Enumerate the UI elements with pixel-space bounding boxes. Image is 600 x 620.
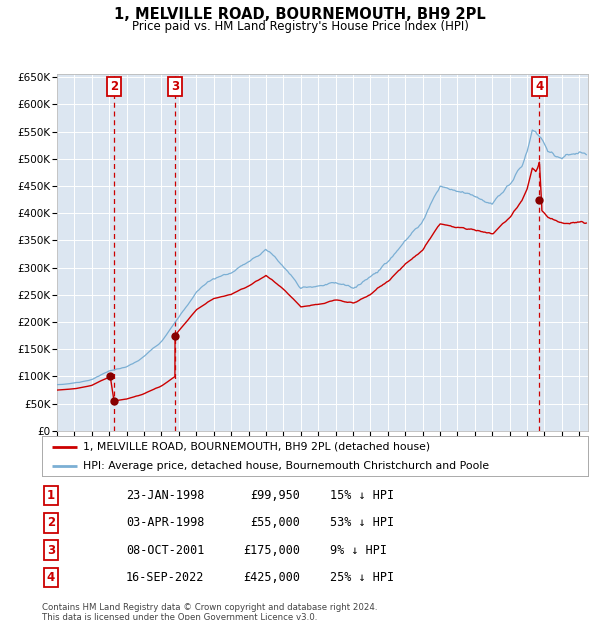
Text: 3: 3: [171, 80, 179, 93]
Text: 15% ↓ HPI: 15% ↓ HPI: [330, 489, 394, 502]
Text: £175,000: £175,000: [243, 544, 300, 557]
Text: £55,000: £55,000: [250, 516, 300, 529]
Text: 1: 1: [47, 489, 55, 502]
Text: 3: 3: [47, 544, 55, 557]
Text: 1, MELVILLE ROAD, BOURNEMOUTH, BH9 2PL (detached house): 1, MELVILLE ROAD, BOURNEMOUTH, BH9 2PL (…: [83, 441, 430, 452]
Text: £425,000: £425,000: [243, 571, 300, 584]
Text: 4: 4: [47, 571, 55, 584]
Text: 4: 4: [535, 80, 544, 93]
Text: 2: 2: [110, 80, 118, 93]
Text: 16-SEP-2022: 16-SEP-2022: [126, 571, 205, 584]
Text: 2: 2: [47, 516, 55, 529]
Text: Price paid vs. HM Land Registry's House Price Index (HPI): Price paid vs. HM Land Registry's House …: [131, 20, 469, 33]
Text: 08-OCT-2001: 08-OCT-2001: [126, 544, 205, 557]
Text: £99,950: £99,950: [250, 489, 300, 502]
Text: 1, MELVILLE ROAD, BOURNEMOUTH, BH9 2PL: 1, MELVILLE ROAD, BOURNEMOUTH, BH9 2PL: [114, 7, 486, 22]
Text: HPI: Average price, detached house, Bournemouth Christchurch and Poole: HPI: Average price, detached house, Bour…: [83, 461, 489, 471]
Text: 03-APR-1998: 03-APR-1998: [126, 516, 205, 529]
Text: 53% ↓ HPI: 53% ↓ HPI: [330, 516, 394, 529]
Text: 9% ↓ HPI: 9% ↓ HPI: [330, 544, 387, 557]
Text: 25% ↓ HPI: 25% ↓ HPI: [330, 571, 394, 584]
Text: 23-JAN-1998: 23-JAN-1998: [126, 489, 205, 502]
Text: Contains HM Land Registry data © Crown copyright and database right 2024.
This d: Contains HM Land Registry data © Crown c…: [42, 603, 377, 620]
